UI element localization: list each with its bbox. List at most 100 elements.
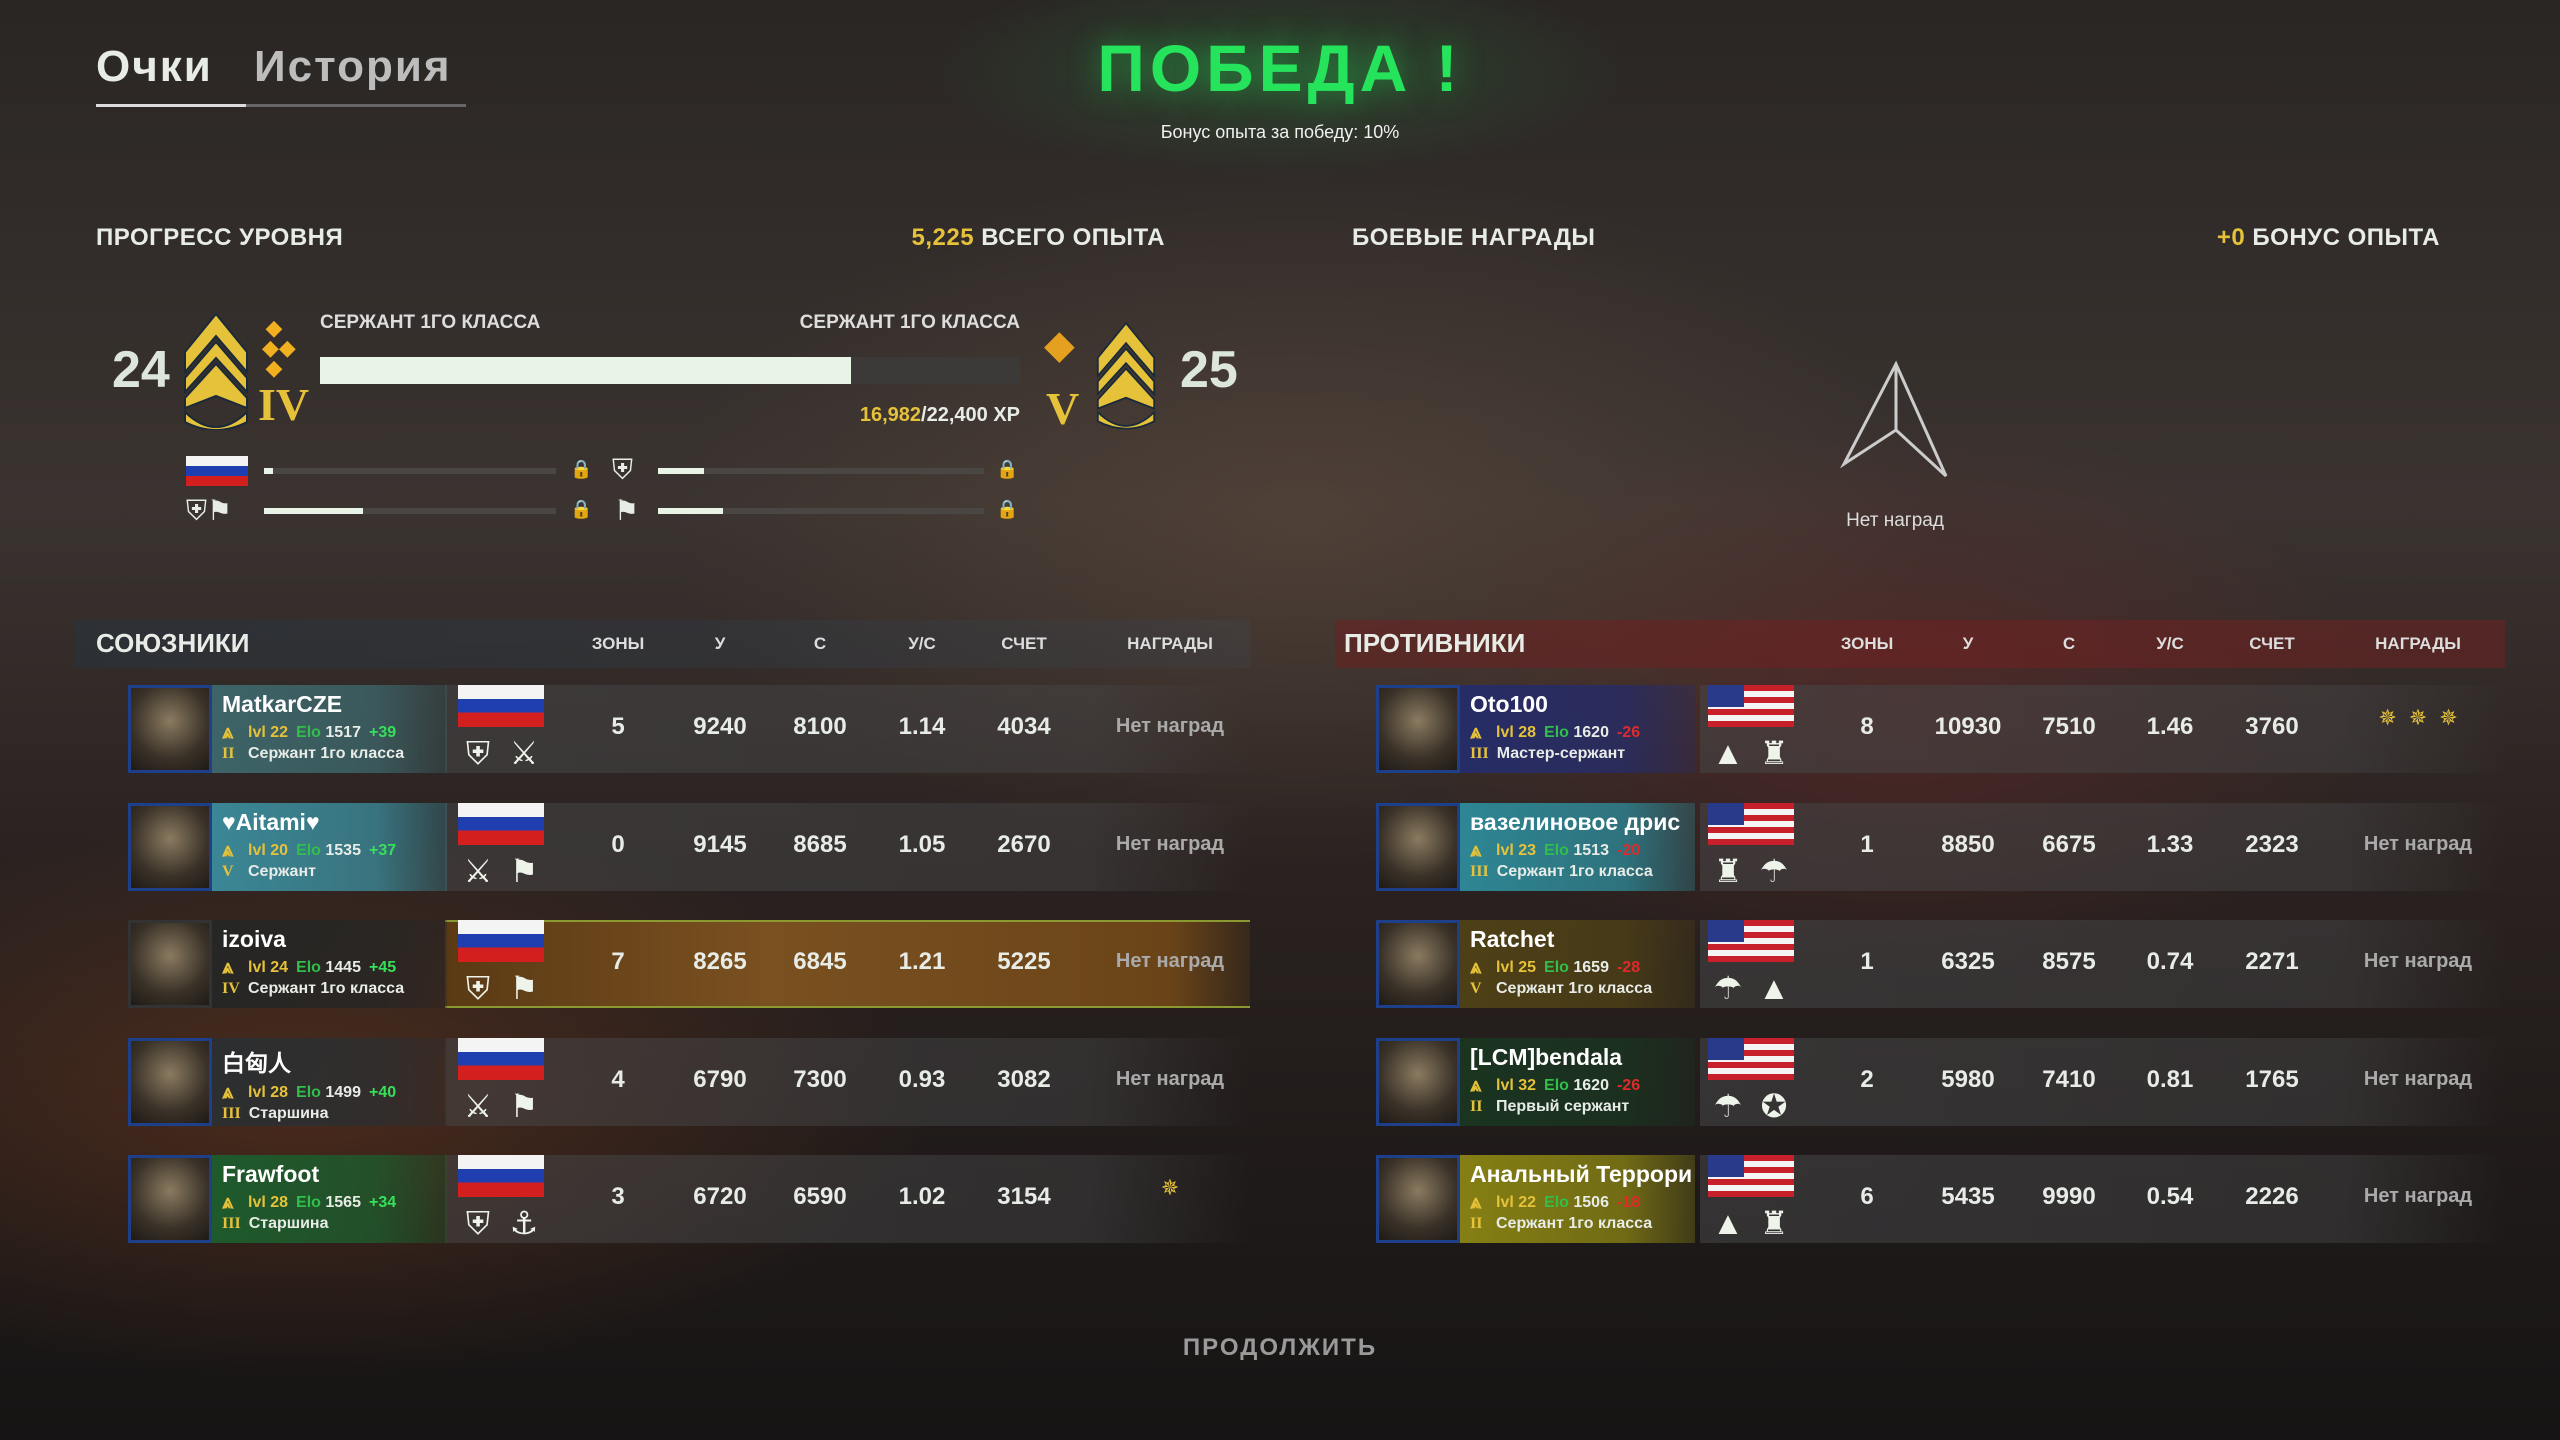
player-kills: 6720	[693, 1183, 747, 1210]
bonus-xp-value: +0	[2216, 224, 2246, 251]
paratrooper-icon: ☂	[1713, 970, 1743, 1006]
crossed-rifles-icon: ⚔	[463, 852, 493, 889]
anchor-icon: ⚓	[509, 1205, 539, 1241]
tank-class-progress-fill	[658, 468, 704, 474]
player-card[interactable]: [LCM]bendala ⩓ lvl 32 Elo 1620 -26 II Первый с…	[1460, 1037, 1695, 1126]
player-rank-line: III Старшина	[222, 1105, 447, 1123]
player-level: lvl 24	[248, 959, 289, 976]
stats-strip	[1700, 1155, 2505, 1243]
allies-column-kills: У	[714, 634, 726, 653]
enemies-column-kills: У	[1962, 634, 1974, 653]
total-xp-label: ВСЕГО ОПЫТА	[981, 224, 1165, 251]
elo-label: Elo	[296, 1083, 321, 1101]
stats-strip	[445, 802, 1250, 891]
usa-flag-icon	[1708, 1037, 1794, 1080]
tank-icon: ⛨	[465, 1205, 490, 1241]
elo-delta: -26	[1616, 1076, 1641, 1094]
tab-score[interactable]: Очки	[96, 42, 213, 91]
player-card[interactable]: Анальный Террори ⩓ lvl 22 Elo 1506 -18 II Серж…	[1460, 1155, 1695, 1243]
next-rank-label: СЕРЖАНТ 1ГО КЛАССА	[799, 312, 1020, 333]
player-deaths: 8575	[2042, 948, 2096, 975]
level-progress-header: ПРОГРЕСС УРОВНЯ	[96, 224, 344, 251]
player-deaths: 7300	[793, 1065, 847, 1093]
player-rank: Старшина	[248, 1104, 329, 1122]
artillery-icon: ▲	[1758, 970, 1790, 1006]
player-card[interactable]: izoiva ⩓ lvl 24 Elo 1445 +45 IV Сержант 1го кл…	[212, 920, 447, 1008]
allies-header-band	[75, 620, 1250, 668]
player-score: 3154	[997, 1183, 1051, 1210]
player-awards[interactable]: ✵	[1090, 1175, 1250, 1201]
rank-numeral: II	[222, 745, 235, 762]
allie-player-row[interactable]: Frawfoot ⩓ lvl 28 Elo 1565 +34 III Старшина ⛨ ⚓ 3…	[128, 1155, 1250, 1243]
player-avatar	[1376, 802, 1460, 891]
player-card[interactable]: Oto100 ⩓ lvl 28 Elo 1620 -26 III Мастер-сержан…	[1460, 685, 1695, 773]
stats-strip	[1700, 802, 2505, 891]
player-name: вазелиновое дрис	[1470, 808, 1681, 835]
russia-flag-icon	[458, 685, 544, 727]
player-deaths: 9990	[2042, 1183, 2096, 1210]
allie-player-row[interactable]: 白匈人 ⩓ lvl 28 Elo 1499 +40 III Старшина ⚔ ⚑ 4 6790 7…	[128, 1037, 1250, 1126]
player-level: lvl 23	[1496, 841, 1537, 859]
elo-delta: +45	[368, 959, 397, 976]
player-kd: 1.21	[898, 948, 946, 975]
xp-total: /22,400 XP	[921, 404, 1020, 426]
faction-progress-fill	[264, 468, 273, 474]
player-rank-line: III Сержант 1го класса	[1470, 863, 1695, 881]
player-awards-none: Нет наград	[1115, 832, 1225, 855]
current-rank-label: СЕРЖАНТ 1ГО КЛАССА	[320, 312, 541, 333]
player-awards-none: Нет наград	[1115, 950, 1225, 972]
player-card[interactable]: 白匈人 ⩓ lvl 28 Elo 1499 +40 III Старшина	[212, 1037, 447, 1126]
player-deaths: 8685	[793, 830, 847, 858]
player-score: 5225	[997, 948, 1051, 975]
elo-label: Elo	[296, 1194, 321, 1211]
enemie-player-row[interactable]: Ratchet ⩓ lvl 25 Elo 1659 -28 V Сержант 1го кл…	[1376, 920, 2505, 1008]
allie-player-row[interactable]: izoiva ⩓ lvl 24 Elo 1445 +45 IV Сержант 1го кл…	[128, 920, 1250, 1008]
player-card[interactable]: Frawfoot ⩓ lvl 28 Elo 1565 +34 III Старшина	[212, 1155, 447, 1243]
enemie-player-row[interactable]: [LCM]bendala ⩓ lvl 32 Elo 1620 -26 II Первый с…	[1376, 1037, 2505, 1126]
player-awards[interactable]: ✵ ✵ ✵	[2338, 705, 2498, 731]
player-avatar	[1376, 1037, 1460, 1126]
medal-icon: ✵	[2408, 705, 2428, 730]
medal-icon: ✵	[2439, 705, 2458, 730]
player-zones: 2	[1860, 1065, 1874, 1093]
stats-strip	[1700, 685, 2505, 773]
elo-value: 1565	[325, 1194, 361, 1211]
player-card[interactable]: MatkarCZE ⩓ lvl 22 Elo 1517 +39 II Сержант 1го…	[212, 685, 447, 773]
player-name: [LCM]bendala	[1470, 1043, 1623, 1070]
allie-player-row[interactable]: ♥Aitami♥ ⩓ lvl 20 Elo 1535 +37 V Сержант ⚔ ⚑ 0 914…	[128, 802, 1250, 891]
allie-player-row[interactable]: MatkarCZE ⩓ lvl 22 Elo 1517 +39 II Сержант 1го…	[128, 685, 1250, 773]
player-stats-line: ⩓ lvl 28 Elo 1499 +40	[222, 1081, 447, 1105]
player-awards-none: Нет наград	[1115, 715, 1225, 737]
rank-numeral: II	[1470, 1097, 1483, 1115]
stats-strip	[1700, 920, 2505, 1008]
player-awards-none: Нет наград	[1115, 1067, 1225, 1090]
player-card[interactable]: Ratchet ⩓ lvl 25 Elo 1659 -28 V Сержант 1го кл…	[1460, 920, 1695, 1008]
player-card[interactable]: ♥Aitami♥ ⩓ lvl 20 Elo 1535 +37 V Сержант	[212, 802, 447, 891]
enemie-player-row[interactable]: Oto100 ⩓ lvl 28 Elo 1620 -26 III Мастер-сержан…	[1376, 685, 2505, 773]
tab-history[interactable]: История	[254, 42, 452, 91]
artillery-icon: ▲	[1712, 735, 1744, 771]
player-zones: 7	[611, 948, 625, 975]
player-zones: 3	[611, 1183, 625, 1210]
lock-icon: 🔒	[570, 459, 593, 479]
player-avatar	[128, 1155, 212, 1243]
player-kd: 0.81	[2146, 1065, 2194, 1093]
allies-column-zones: ЗОНЫ	[591, 634, 645, 653]
player-score: 2226	[2245, 1183, 2299, 1210]
sergeant-chevron-icon	[184, 312, 248, 430]
elo-delta: -20	[1616, 841, 1641, 859]
enemie-player-row[interactable]: вазелиновое дрис ⩓ lvl 23 Elo 1513 -20 III Сер…	[1376, 802, 2505, 891]
player-card[interactable]: вазелиновое дрис ⩓ lvl 23 Elo 1513 -20 III Сер…	[1460, 802, 1695, 891]
support-class-progress-fill	[658, 508, 724, 514]
player-awards-none: Нет наград	[2363, 1067, 2473, 1090]
enemie-player-row[interactable]: Анальный Террори ⩓ lvl 22 Elo 1506 -18 II Серж…	[1376, 1155, 2505, 1243]
allies-title: СОЮЗНИКИ	[96, 628, 250, 658]
player-rank: Сержант 1го класса	[1496, 1215, 1653, 1232]
player-kills: 5980	[1941, 1065, 1995, 1093]
elo-value: 1499	[325, 1083, 361, 1101]
continue-button[interactable]: ПРОДОЛЖИТЬ	[1182, 1334, 1378, 1361]
enemies-column-deaths: С	[2062, 634, 2076, 653]
player-score: 2323	[2245, 830, 2299, 858]
rank-numeral: V	[1470, 980, 1482, 997]
support-icon: ⚑	[509, 852, 539, 889]
